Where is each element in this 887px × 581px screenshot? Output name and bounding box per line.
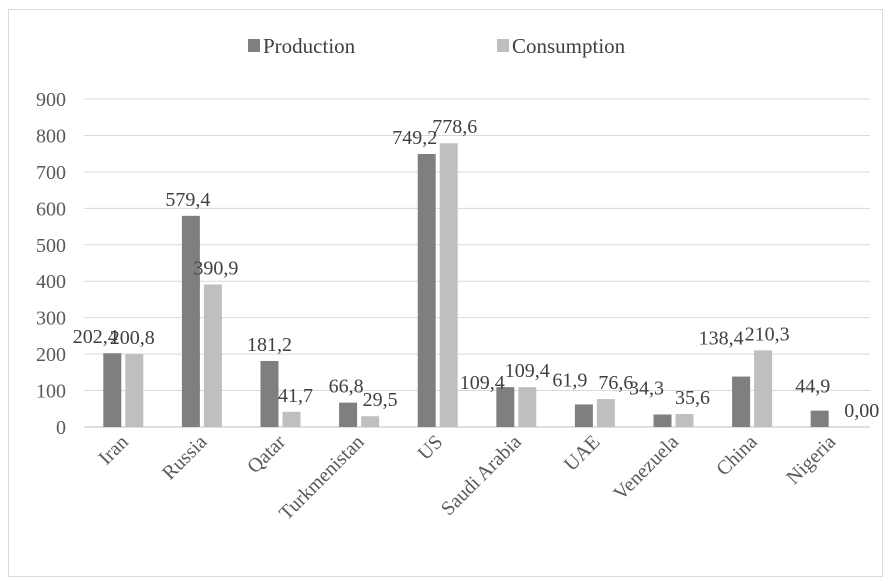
data-label: 210,3 (745, 323, 790, 345)
production-bar (417, 153, 436, 427)
data-label: 66,8 (329, 376, 364, 398)
y-tick-label: 300 (36, 308, 66, 330)
x-tick-label: Turkmenistan (275, 431, 369, 525)
data-label: 44,9 (795, 376, 830, 398)
data-label: 76,6 (598, 372, 633, 394)
data-label: 109,4 (460, 372, 505, 394)
data-label: 138,4 (699, 328, 744, 350)
data-label: 0,00 (844, 400, 879, 422)
data-label: 390,9 (193, 258, 238, 280)
production-bar (653, 414, 672, 427)
x-tick-label: Iran (95, 431, 133, 469)
data-label: 29,5 (363, 389, 398, 411)
data-label: 35,6 (675, 387, 710, 409)
data-label: 200,8 (110, 327, 155, 349)
data-label: 579,4 (165, 189, 210, 211)
chart-frame (8, 9, 883, 577)
production-bar (496, 387, 515, 427)
x-tick-label: UAE (560, 431, 605, 476)
data-label: 61,9 (552, 369, 587, 391)
y-tick-label: 700 (36, 162, 66, 184)
data-label: 34,3 (629, 377, 664, 399)
y-tick-label: 900 (36, 89, 66, 111)
consumption-bar (675, 414, 694, 427)
production-bar (260, 360, 279, 427)
y-tick-label: 0 (56, 417, 66, 439)
production-bar (103, 353, 122, 427)
legend-label: Consumption (512, 34, 626, 58)
x-tick-label: Nigeria (782, 431, 840, 489)
x-tick-label: China (712, 431, 761, 480)
consumption-bar (125, 353, 144, 427)
data-label: 778,6 (432, 116, 477, 138)
data-label: 202,4 (73, 326, 118, 348)
data-label: 181,2 (247, 334, 292, 356)
production-bar (181, 215, 200, 427)
x-tick-label: Venezuela (609, 431, 683, 505)
data-label: 41,7 (278, 385, 313, 407)
x-tick-label: US (414, 431, 448, 465)
consumption-bar (439, 143, 458, 427)
y-tick-label: 200 (36, 344, 66, 366)
consumption-bar (518, 387, 537, 427)
production-bar (339, 402, 358, 427)
x-tick-label: Saudi Arabia (437, 431, 526, 520)
y-tick-label: 400 (36, 271, 66, 293)
y-tick-label: 500 (36, 235, 66, 257)
y-tick-label: 100 (36, 381, 66, 403)
consumption-bar (754, 350, 773, 427)
production-bar (574, 404, 593, 427)
x-tick-label: Russia (158, 431, 211, 484)
consumption-bar (203, 284, 222, 427)
production-bar (810, 410, 829, 427)
consumption-bar (596, 399, 615, 427)
data-label: 749,2 (392, 127, 437, 149)
data-label: 109,4 (505, 360, 550, 382)
x-tick-label: Qatar (243, 431, 290, 478)
legend-label: Production (263, 34, 356, 58)
production-legend-swatch (248, 39, 260, 52)
production-bar (732, 376, 751, 427)
y-tick-label: 600 (36, 198, 66, 220)
y-tick-label: 800 (36, 125, 66, 147)
consumption-bar (361, 416, 380, 427)
consumption-bar (282, 411, 301, 427)
consumption-legend-swatch (497, 39, 509, 52)
